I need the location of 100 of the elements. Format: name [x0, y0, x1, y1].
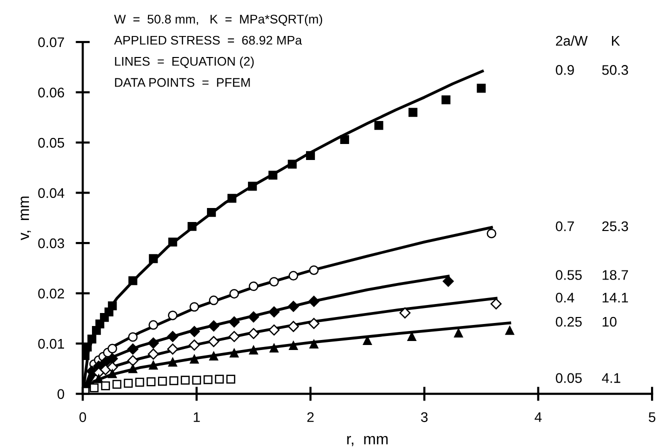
point — [340, 135, 350, 144]
annotation: LINES = EQUATION (2) — [115, 56, 254, 68]
y-tick-label: 0.04 — [38, 188, 64, 198]
point — [505, 326, 514, 335]
point — [148, 338, 159, 349]
text: 0.25 10 — [556, 316, 617, 327]
point — [228, 316, 240, 328]
point — [268, 170, 278, 180]
point — [168, 310, 178, 320]
point — [288, 300, 299, 312]
point — [192, 376, 202, 385]
point — [306, 151, 315, 160]
x-axis-title: r, mm — [347, 436, 388, 446]
x-tick-label: 4 — [534, 412, 542, 422]
text: 0.05 4.1 — [556, 373, 620, 383]
point — [268, 306, 280, 318]
point — [208, 320, 220, 332]
text: 0.7 25.3 — [556, 221, 628, 232]
legend-title: 2a/W K — [556, 36, 620, 46]
point — [209, 352, 218, 361]
point — [226, 374, 236, 384]
point — [228, 330, 240, 342]
annotation: APPLIED STRESS = 68.92 MPa — [114, 36, 302, 45]
point — [268, 324, 280, 336]
point — [108, 301, 117, 310]
point — [158, 376, 167, 386]
point — [309, 265, 319, 275]
point — [208, 336, 220, 348]
point — [288, 320, 299, 332]
point — [148, 348, 159, 360]
point — [106, 353, 118, 364]
point — [288, 341, 298, 350]
x-tick-label: 1 — [194, 412, 200, 422]
point — [308, 318, 320, 329]
point — [190, 302, 200, 312]
text: W = 50.8 mm, K = MPa*SQRT(m) — [114, 14, 322, 26]
text: 0.4 14.1 — [556, 292, 628, 303]
point — [148, 254, 158, 264]
point — [168, 238, 178, 246]
point — [476, 84, 486, 93]
point — [248, 182, 257, 191]
annotation: DATA POINTS = PFEM — [115, 78, 250, 87]
point — [230, 348, 239, 358]
point — [128, 364, 138, 374]
y-tick-label: 0.02 — [38, 288, 64, 298]
point — [90, 383, 99, 392]
y-tick-label: 0.05 — [38, 138, 64, 148]
point — [399, 307, 411, 318]
y-tick-label: 0.03 — [38, 238, 64, 248]
point — [169, 376, 178, 386]
point — [128, 332, 138, 342]
point — [128, 276, 138, 286]
point — [168, 358, 178, 367]
point — [248, 281, 258, 292]
point — [249, 346, 258, 355]
point — [124, 378, 133, 388]
point — [442, 276, 454, 287]
point — [190, 354, 199, 364]
point — [309, 340, 318, 348]
text: 0.9 50.3 — [556, 65, 628, 75]
point — [167, 330, 178, 342]
y-tick-label: 0.01 — [38, 338, 64, 349]
y-axis-title: v, mm — [20, 196, 31, 240]
x-tick-label: 5 — [648, 412, 656, 422]
point — [188, 222, 197, 231]
point — [270, 344, 278, 353]
point — [248, 311, 260, 322]
point — [227, 194, 236, 203]
point — [214, 374, 224, 384]
point — [180, 376, 190, 385]
point — [112, 380, 122, 389]
point — [87, 334, 96, 344]
point — [408, 108, 418, 117]
x-tick-label: 2 — [307, 412, 314, 422]
point — [204, 375, 212, 384]
text: 0.55 18.7 — [556, 270, 628, 280]
point — [454, 328, 463, 338]
point — [206, 208, 216, 217]
point — [374, 121, 384, 130]
point — [135, 378, 144, 387]
x-tick-label: 0 — [79, 412, 86, 422]
point — [94, 374, 104, 384]
point — [108, 369, 117, 378]
point — [308, 296, 320, 307]
point — [127, 355, 138, 366]
point — [229, 289, 239, 299]
point — [490, 298, 502, 310]
point — [188, 326, 200, 338]
point — [288, 160, 297, 169]
point — [148, 320, 158, 330]
point — [167, 344, 178, 355]
point — [106, 362, 118, 373]
point — [248, 328, 260, 340]
point — [146, 377, 156, 386]
y-tick-label: 0 — [58, 389, 64, 399]
point — [442, 95, 450, 104]
point — [148, 360, 158, 370]
x-tick-label: 3 — [421, 412, 428, 422]
y-tick-label: 0.07 — [38, 37, 64, 48]
point — [208, 296, 218, 306]
